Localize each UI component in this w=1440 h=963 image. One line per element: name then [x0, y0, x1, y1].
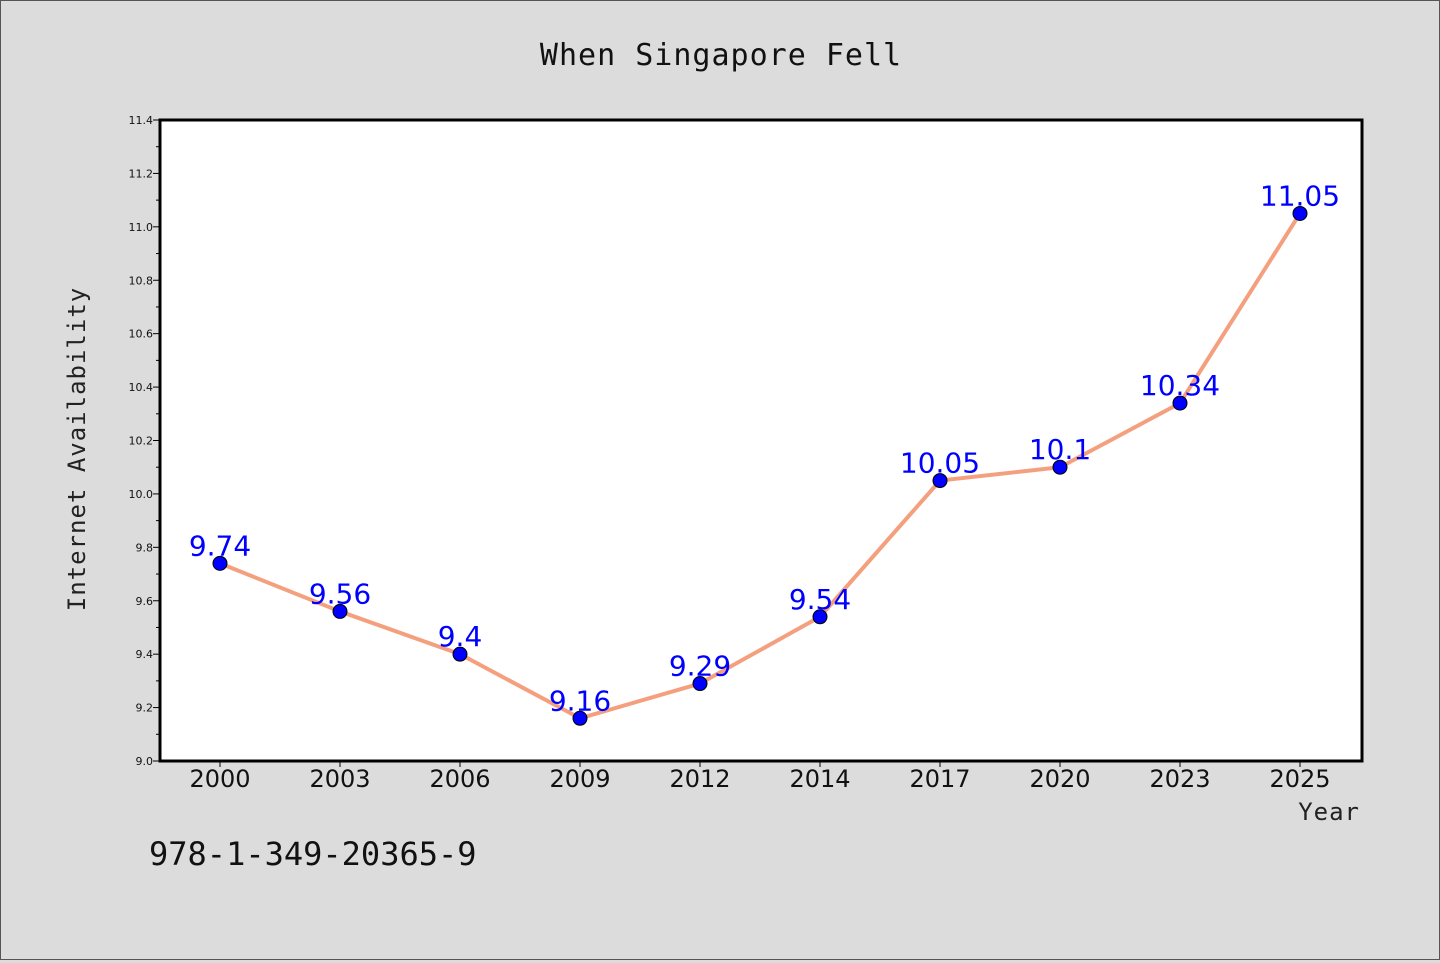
data-point — [812, 609, 828, 625]
isbn-annotation: 978-1-349-20365-9 — [149, 835, 477, 873]
x-axis-title: Year — [1298, 798, 1360, 826]
data-point — [212, 555, 228, 571]
data-label: 10.34 — [1140, 369, 1220, 402]
data-point — [1292, 205, 1308, 221]
data-point — [1052, 459, 1068, 475]
data-label: 11.05 — [1260, 179, 1340, 212]
data-point — [1172, 395, 1188, 411]
x-tick-label: 2017 — [909, 765, 970, 793]
y-axis-title: Internet Availability — [63, 287, 91, 611]
data-label: 9.4 — [438, 620, 483, 653]
data-point — [692, 676, 708, 692]
series-group — [212, 205, 1308, 726]
series-line — [218, 211, 1302, 721]
y-tick-label: 10.2 — [129, 435, 154, 448]
x-axis: 2000 2003 2006 2009 2012 2014 2017 2020 2023 2025 — [189, 761, 1331, 793]
data-label: 9.29 — [669, 650, 731, 683]
y-axis: 9.0 9.2 9.4 9.6 9.8 10.0 10.2 10.4 10.6 10.8 11.0 1… — [129, 114, 160, 768]
x-tick-label: 2009 — [549, 765, 610, 793]
data-label: 9.74 — [189, 529, 251, 562]
y-tick-label: 11.2 — [129, 167, 154, 180]
data-point — [572, 710, 588, 726]
data-label: 9.16 — [549, 684, 611, 717]
plot-area — [158, 118, 1364, 763]
x-tick-label: 2012 — [669, 765, 730, 793]
data-labels: 9.74 9.56 9.4 9.16 9.29 9.54 10.05 10.1 10.34 11.… — [189, 179, 1340, 717]
data-label: 10.1 — [1029, 433, 1091, 466]
data-label: 9.56 — [309, 577, 371, 610]
x-tick-label: 2003 — [309, 765, 370, 793]
x-tick-label: 2000 — [189, 765, 250, 793]
x-tick-label: 2025 — [1269, 765, 1330, 793]
y-tick-label: 10.0 — [129, 488, 154, 501]
y-tick-label: 11.0 — [129, 221, 154, 234]
x-tick-label: 2014 — [789, 765, 850, 793]
data-label: 9.54 — [789, 583, 851, 616]
y-tick-label: 9.4 — [136, 648, 154, 661]
y-tick-label: 11.4 — [129, 114, 154, 127]
y-tick-label: 10.8 — [129, 274, 154, 287]
data-label: 10.05 — [900, 447, 980, 480]
y-tick-label: 9.8 — [136, 541, 154, 554]
data-point — [332, 603, 348, 619]
x-tick-label: 2023 — [1149, 765, 1210, 793]
y-tick-label: 10.4 — [129, 381, 154, 394]
data-point — [452, 646, 468, 662]
y-tick-label: 10.6 — [129, 328, 154, 341]
y-tick-label: 9.2 — [136, 702, 154, 715]
x-tick-label: 2006 — [429, 765, 490, 793]
y-tick-label: 9.0 — [136, 755, 154, 768]
x-tick-label: 2020 — [1029, 765, 1090, 793]
y-tick-label: 9.6 — [136, 595, 154, 608]
chart-title: When Singapore Fell — [540, 38, 902, 73]
data-point — [932, 473, 948, 489]
